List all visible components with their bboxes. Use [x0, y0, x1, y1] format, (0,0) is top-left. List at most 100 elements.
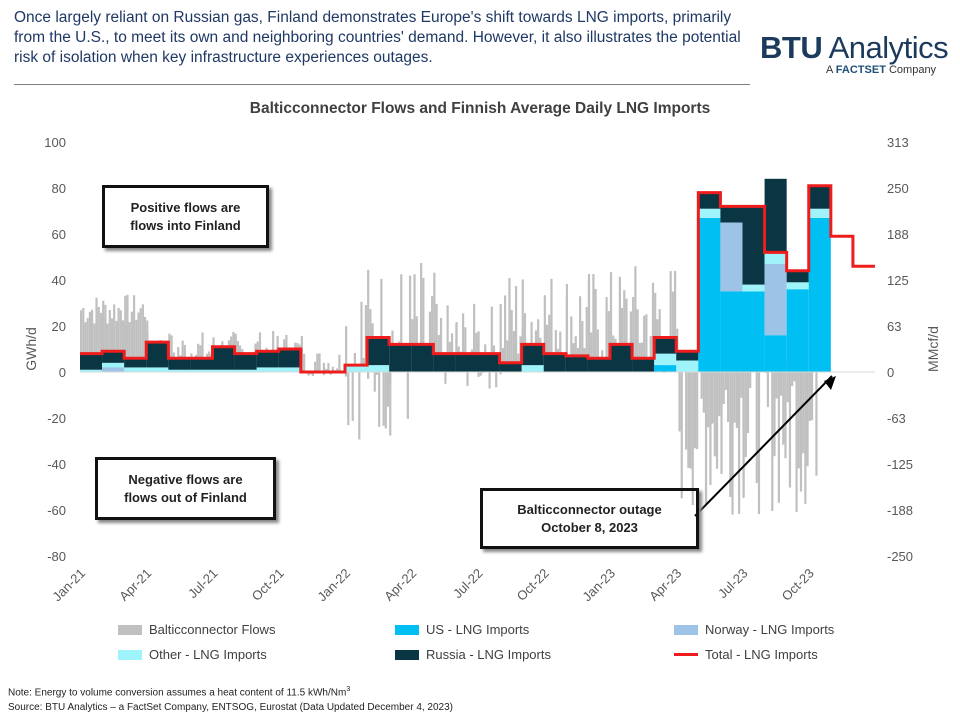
flow-bar [755, 372, 758, 484]
y-tick-right: 0 [887, 365, 894, 380]
flow-bar [621, 307, 624, 372]
lng-bar-other [742, 284, 765, 292]
flow-bar [128, 322, 131, 372]
flow-bar [632, 297, 635, 372]
flow-bar [495, 372, 498, 388]
flow-bar [95, 297, 98, 372]
y-tick-left: 0 [59, 365, 66, 380]
logo-sub-brand: FACTSET [835, 64, 886, 76]
flow-bar [506, 340, 509, 372]
flow-bar [124, 295, 127, 372]
lng-bar-russia [698, 192, 721, 209]
flow-bar [771, 372, 774, 511]
legend-item-us: US - LNG Imports [395, 622, 529, 637]
lng-bar-russia [610, 344, 633, 372]
chart-title: Balticconnector Flows and Finnish Averag… [249, 100, 711, 117]
flow-bar [462, 313, 465, 372]
y-tick-right: 63 [887, 319, 901, 334]
flow-bar [466, 372, 469, 386]
lng-bar-us [808, 217, 831, 372]
flow-bar [490, 306, 493, 372]
flow-bar [135, 319, 138, 372]
y-tick-left: 40 [52, 273, 66, 288]
flow-bar [384, 372, 387, 429]
flow-bar [605, 297, 608, 372]
flow-bar [201, 332, 204, 372]
flow-bar [88, 311, 91, 372]
flow-bar [464, 327, 467, 372]
flow-bar [360, 301, 363, 372]
flow-bar [678, 372, 681, 432]
flow-bar [130, 311, 133, 372]
flow-bar [581, 321, 584, 372]
flow-bar [559, 331, 562, 372]
lng-bar-russia [455, 353, 478, 372]
lng-bar-russia [587, 358, 610, 372]
flow-bar [473, 303, 476, 372]
flow-bar [702, 372, 705, 413]
flow-bar [170, 335, 173, 372]
legend-label-total: Total - LNG Imports [705, 647, 818, 662]
flow-bar [797, 372, 800, 469]
flow-bar [331, 366, 334, 372]
flow-bar [696, 372, 699, 450]
flow-bar [336, 368, 339, 372]
flow-bar [634, 266, 637, 372]
flow-bar [311, 372, 315, 377]
x-tick-label: Jan-22 [314, 566, 353, 605]
flow-bar [523, 313, 527, 372]
lng-bar-russia [389, 344, 412, 372]
lng-bar-other [146, 367, 169, 372]
total-layer [80, 184, 875, 374]
flow-bar [99, 312, 102, 372]
legend-item-norway: Norway - LNG Imports [674, 622, 834, 637]
flow-bar [554, 330, 557, 372]
flow-bar [106, 323, 109, 372]
flow-bar [645, 314, 648, 372]
note-text: Note: Energy to volume conversion assume… [8, 687, 347, 699]
y-tick-right: 313 [887, 135, 909, 150]
x-tick-label: Apr-23 [646, 566, 684, 604]
x-tick-label: Jul-23 [715, 566, 751, 602]
lng-bar-russia [433, 353, 456, 372]
x-tick-label: Apr-21 [116, 566, 154, 604]
flow-bar [499, 372, 502, 375]
flow-bar [477, 372, 480, 377]
flow-bar [799, 372, 803, 492]
y-tick-left: -20 [47, 411, 66, 426]
lng-bar-us [698, 217, 721, 372]
lng-bar-us [764, 335, 787, 372]
lng-bar-us [654, 365, 677, 372]
flow-bar [746, 372, 750, 434]
flow-bar [733, 372, 736, 423]
positive-flows-callout: Positive flows are flows into Finland [102, 185, 269, 248]
flow-bar [777, 372, 780, 503]
arrow-layer [694, 375, 836, 517]
x-tick-label: Oct-21 [249, 566, 287, 604]
lng-bar-russia [499, 362, 522, 372]
lng-bar-other [808, 208, 831, 218]
flow-bar [629, 311, 632, 372]
flow-bar [700, 372, 703, 399]
flow-bar [132, 295, 136, 372]
flow-bar [742, 372, 745, 498]
lng-bar-us [742, 291, 765, 372]
footnote-note: Note: Energy to volume conversion assume… [8, 686, 350, 698]
flow-bar [618, 276, 621, 372]
lng-bar-norway [102, 367, 125, 372]
flow-bar [649, 335, 652, 372]
outage-callout-line-2: October 8, 2023 [541, 519, 638, 535]
flow-bar [325, 368, 328, 372]
y-tick-left: 80 [52, 181, 66, 196]
flow-bar [625, 298, 628, 372]
legend-swatch-other [118, 649, 142, 660]
negative-callout-line-2: flows out of Finland [124, 489, 247, 505]
flow-bar [108, 309, 111, 372]
flow-bar [181, 340, 184, 372]
flow-bar [408, 275, 412, 372]
flow-bar [590, 332, 593, 372]
flow-bar [643, 315, 646, 372]
flow-bar [367, 372, 370, 379]
flow-bar [669, 271, 672, 372]
